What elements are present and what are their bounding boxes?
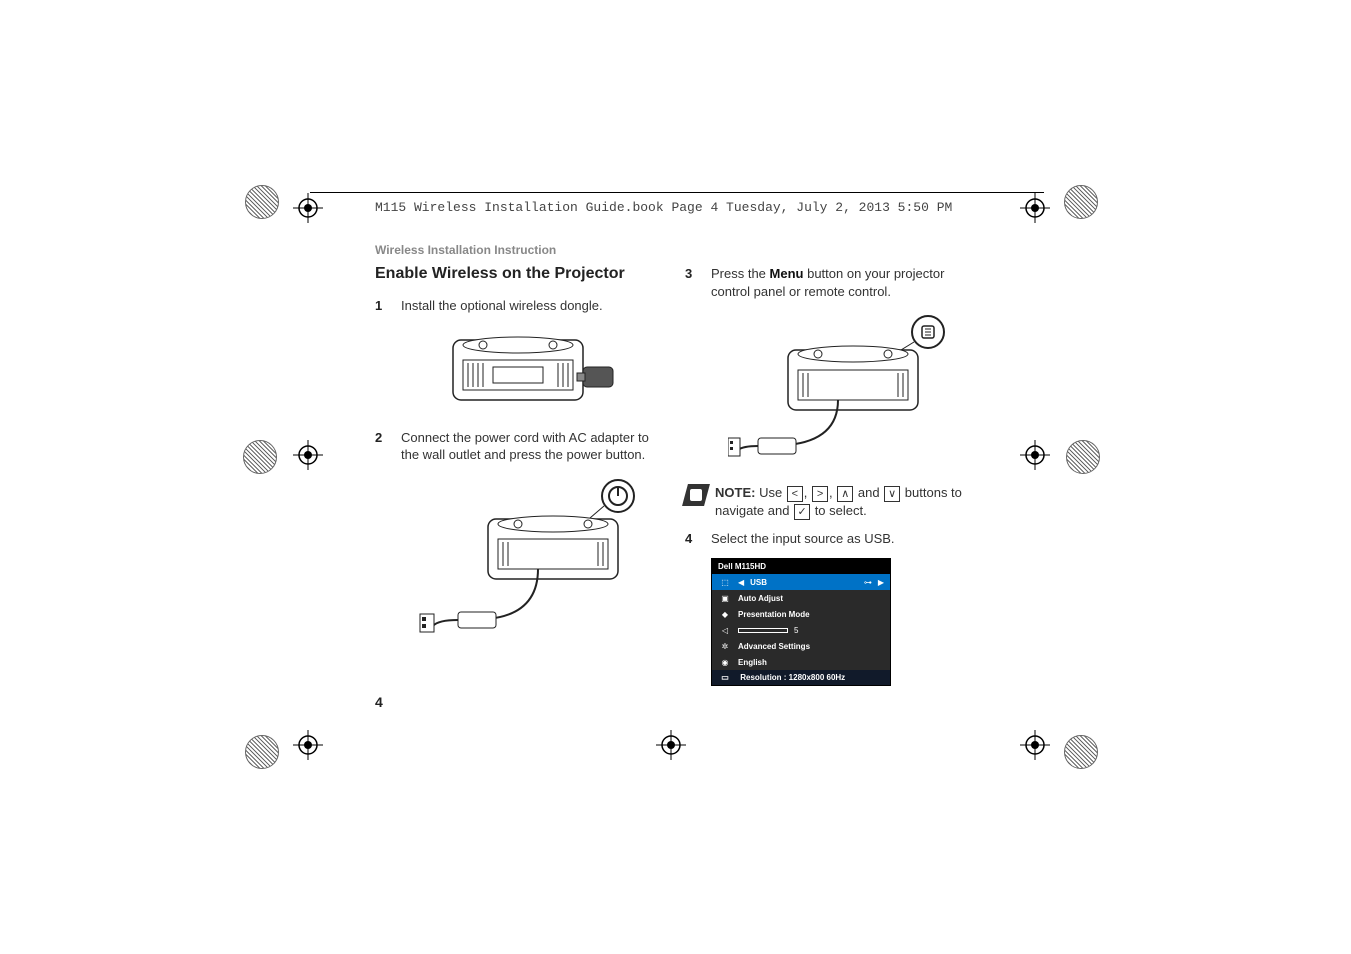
key-left-icon: < — [787, 486, 803, 502]
slider-bar — [738, 628, 788, 633]
key-up-icon: ∧ — [837, 486, 853, 502]
osd-menu: Dell M115HD ⬚ ◀ USB ⊶ ▶ ▣ Auto Adjust ◆ … — [711, 558, 891, 686]
crosshair-icon — [1020, 193, 1050, 223]
step-text: Select the input source as USB. — [711, 531, 895, 546]
figure-power — [401, 474, 665, 654]
volume-icon: ◁ — [718, 626, 732, 635]
step-2: 2 Connect the power cord with AC adapter… — [375, 429, 665, 464]
step-text: Connect the power cord with AC adapter t… — [401, 430, 649, 463]
gear-icon: ✲ — [718, 642, 732, 651]
osd-row-language: ◉ English — [712, 654, 890, 670]
slider-value: 5 — [794, 626, 798, 635]
reg-hatched-circle — [245, 735, 279, 769]
crosshair-icon — [1020, 440, 1050, 470]
note: NOTE: Use <, >, ∧ and ∨ buttons to navig… — [685, 484, 975, 520]
step-4: 4 Select the input source as USB. — [685, 530, 975, 548]
step-3: 3 Press the Menu button on your projecto… — [685, 265, 975, 300]
osd-footer: ▭ Resolution : 1280x800 60Hz — [712, 670, 890, 685]
osd-row-auto: ▣ Auto Adjust — [712, 590, 890, 606]
crosshair-icon — [656, 730, 686, 760]
usb-icon: ⊶ — [864, 578, 872, 587]
osd-title: Dell M115HD — [712, 559, 890, 574]
page-number: 4 — [375, 694, 383, 710]
key-down-icon: ∨ — [884, 486, 900, 502]
note-label: NOTE: — [715, 485, 755, 500]
arrow-left-icon: ◀ — [738, 578, 744, 587]
crosshair-icon — [293, 440, 323, 470]
step-number: 2 — [375, 429, 382, 447]
page-title: Enable Wireless on the Projector — [375, 265, 665, 283]
presentation-icon: ◆ — [718, 610, 732, 619]
step-number: 4 — [685, 530, 692, 548]
reg-hatched-circle — [245, 185, 279, 219]
header-rule — [310, 192, 1044, 193]
figure-menu-button — [711, 310, 975, 470]
step-text: Install the optional wireless dongle. — [401, 298, 603, 313]
osd-row-presentation: ◆ Presentation Mode — [712, 606, 890, 622]
reg-hatched-circle — [1066, 440, 1100, 474]
reg-hatched-circle — [1064, 735, 1098, 769]
step-number: 1 — [375, 297, 382, 315]
step-number: 3 — [685, 265, 692, 283]
right-column: 3 Press the Menu button on your projecto… — [685, 265, 975, 686]
left-column: Enable Wireless on the Projector 1 Insta… — [375, 265, 665, 668]
globe-icon: ◉ — [718, 658, 732, 667]
figure-dongle — [401, 325, 665, 415]
crosshair-icon — [293, 730, 323, 760]
crosshair-icon — [1020, 730, 1050, 760]
arrow-right-icon: ▶ — [878, 578, 884, 587]
page-content: Enable Wireless on the Projector 1 Insta… — [375, 265, 975, 686]
section-label: Wireless Installation Instruction — [375, 243, 556, 257]
resolution-icon: ▭ — [718, 673, 732, 682]
input-icon: ⬚ — [718, 578, 732, 587]
reg-hatched-circle — [1064, 185, 1098, 219]
key-right-icon: > — [812, 486, 828, 502]
osd-row-advanced: ✲ Advanced Settings — [712, 638, 890, 654]
key-check-icon: ✓ — [794, 504, 810, 520]
crosshair-icon — [293, 193, 323, 223]
osd-row-slider: ◁ 5 — [712, 622, 890, 638]
book-header-line: M115 Wireless Installation Guide.book Pa… — [375, 200, 952, 215]
reg-hatched-circle — [243, 440, 277, 474]
step-1: 1 Install the optional wireless dongle. — [375, 297, 665, 315]
note-icon — [682, 484, 710, 506]
step-text: Press the Menu button on your projector … — [711, 266, 944, 299]
osd-row-usb: ⬚ ◀ USB ⊶ ▶ — [712, 574, 890, 590]
auto-adjust-icon: ▣ — [718, 594, 732, 603]
